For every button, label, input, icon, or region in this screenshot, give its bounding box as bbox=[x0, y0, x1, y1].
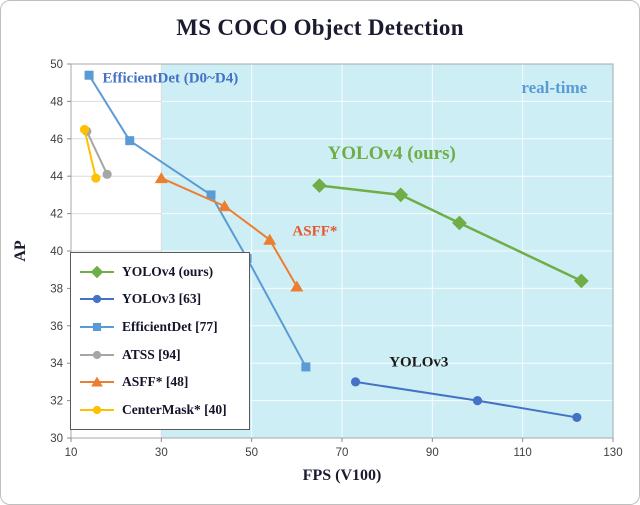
x-tick-label: 30 bbox=[155, 447, 168, 459]
data-point-diamond bbox=[574, 273, 589, 289]
data-point-square bbox=[125, 136, 135, 146]
legend-label: EfficientDet [77] bbox=[122, 319, 218, 335]
legend-item: ASFF* [48] bbox=[79, 374, 241, 390]
legend-marker-icon bbox=[80, 377, 114, 387]
y-tick-label: 44 bbox=[50, 171, 63, 183]
legend-label: ASFF* [48] bbox=[122, 374, 189, 390]
data-point-circle bbox=[102, 169, 112, 179]
y-tick-label: 40 bbox=[50, 246, 63, 258]
x-tick-label: 130 bbox=[603, 447, 622, 459]
data-point-diamond bbox=[312, 178, 327, 193]
data-point-diamond bbox=[393, 187, 409, 203]
legend-item: YOLOv3 [63] bbox=[79, 291, 241, 307]
y-tick-label: 32 bbox=[50, 396, 63, 408]
y-tick-label: 42 bbox=[50, 209, 63, 221]
y-axis-label: AP bbox=[12, 240, 29, 262]
data-point-circle bbox=[350, 377, 361, 387]
data-point-triangle bbox=[218, 200, 232, 212]
legend-marker-icon bbox=[80, 350, 114, 359]
legend: YOLOv4 (ours) YOLOv3 [63] EfficientDet [77… bbox=[70, 252, 250, 430]
data-point-triangle bbox=[91, 377, 103, 387]
data-point-circle bbox=[92, 405, 102, 415]
legend-item: ATSS [94] bbox=[79, 347, 241, 363]
legend-marker-icon bbox=[80, 323, 114, 332]
data-point-circle bbox=[92, 295, 102, 304]
series-line bbox=[318, 184, 583, 283]
y-tick-label: 34 bbox=[50, 358, 63, 370]
series-line bbox=[85, 130, 109, 176]
legend-label: CenterMask* [40] bbox=[122, 402, 227, 418]
data-point-circle bbox=[92, 350, 102, 359]
data-point-diamond bbox=[452, 215, 467, 231]
legend-label: YOLOv3 [63] bbox=[122, 291, 202, 307]
x-tick-label: 50 bbox=[245, 447, 258, 459]
y-tick-label: 48 bbox=[50, 96, 63, 108]
legend-item: EfficientDet [77] bbox=[79, 319, 241, 335]
x-axis-label: FPS (V100) bbox=[303, 467, 382, 484]
data-point-triangle bbox=[154, 172, 168, 184]
data-point-triangle bbox=[263, 233, 277, 245]
legend-item: YOLOv4 (ours) bbox=[79, 264, 241, 280]
data-point-diamond bbox=[90, 265, 104, 279]
legend-label: ATSS [94] bbox=[122, 346, 181, 362]
data-point-square bbox=[84, 70, 94, 80]
x-tick-label: 10 bbox=[65, 447, 78, 459]
data-point-square bbox=[301, 362, 311, 372]
data-point-square bbox=[92, 323, 102, 332]
legend-marker-icon bbox=[80, 265, 114, 279]
series-line bbox=[83, 128, 97, 180]
chart-title: MS COCO Object Detection bbox=[176, 15, 464, 40]
x-tick-label: 110 bbox=[513, 447, 531, 459]
y-tick-label: 38 bbox=[50, 283, 63, 295]
series-line bbox=[160, 177, 298, 288]
legend-label: YOLOv4 (ours) bbox=[122, 263, 214, 279]
data-point-triangle bbox=[290, 280, 304, 292]
y-tick-label: 46 bbox=[50, 134, 63, 146]
data-point-circle bbox=[79, 124, 90, 135]
data-point-circle bbox=[91, 173, 101, 183]
y-tick-label: 36 bbox=[50, 321, 63, 333]
data-point-circle bbox=[572, 412, 582, 423]
legend-marker-icon bbox=[80, 295, 114, 304]
legend-marker-icon bbox=[80, 405, 114, 415]
data-point-square bbox=[206, 190, 216, 200]
legend-item: CenterMask* [40] bbox=[79, 402, 241, 418]
x-tick-label: 70 bbox=[336, 447, 349, 459]
y-tick-label: 30 bbox=[50, 433, 63, 445]
x-tick-label: 90 bbox=[426, 447, 439, 459]
data-point-circle bbox=[472, 396, 483, 406]
y-tick-label: 50 bbox=[50, 59, 63, 71]
